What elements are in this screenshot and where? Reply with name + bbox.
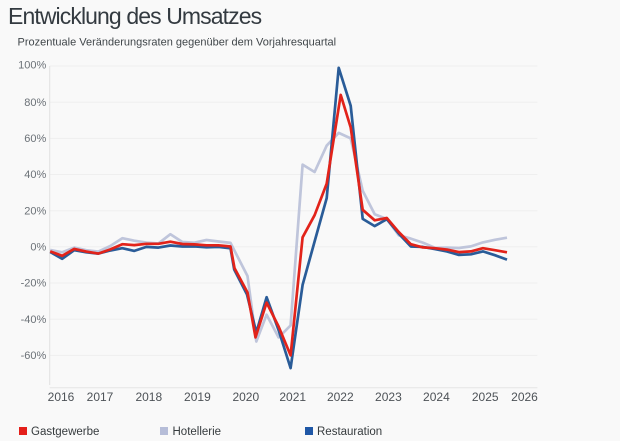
svg-text:2021: 2021	[279, 390, 306, 404]
svg-text:2018: 2018	[135, 390, 162, 404]
svg-text:Gastgewerbe: Gastgewerbe	[31, 426, 99, 438]
svg-text:2026: 2026	[511, 390, 538, 404]
svg-text:100%: 100%	[18, 59, 46, 71]
svg-text:20%: 20%	[24, 205, 46, 217]
svg-text:-60%: -60%	[21, 350, 47, 362]
svg-text:2024: 2024	[423, 390, 450, 404]
svg-text:2023: 2023	[375, 390, 402, 404]
svg-text:40%: 40%	[24, 169, 46, 181]
svg-text:2022: 2022	[327, 390, 354, 404]
svg-text:Entwicklung des Umsatzes: Entwicklung des Umsatzes	[8, 3, 262, 29]
svg-text:80%: 80%	[24, 97, 46, 109]
svg-text:2020: 2020	[232, 390, 259, 404]
svg-text:-20%: -20%	[21, 278, 47, 290]
svg-text:2017: 2017	[87, 390, 114, 404]
svg-text:Restauration: Restauration	[317, 426, 382, 438]
svg-text:2016: 2016	[48, 390, 75, 404]
svg-text:Hotellerie: Hotellerie	[173, 426, 222, 438]
svg-text:-40%: -40%	[21, 314, 47, 326]
svg-text:2025: 2025	[472, 390, 499, 404]
svg-text:60%: 60%	[24, 133, 46, 145]
svg-text:Prozentuale Veränderungsraten: Prozentuale Veränderungsraten gegenüber …	[18, 37, 337, 49]
svg-text:2019: 2019	[184, 390, 211, 404]
svg-text:0%: 0%	[30, 242, 46, 254]
